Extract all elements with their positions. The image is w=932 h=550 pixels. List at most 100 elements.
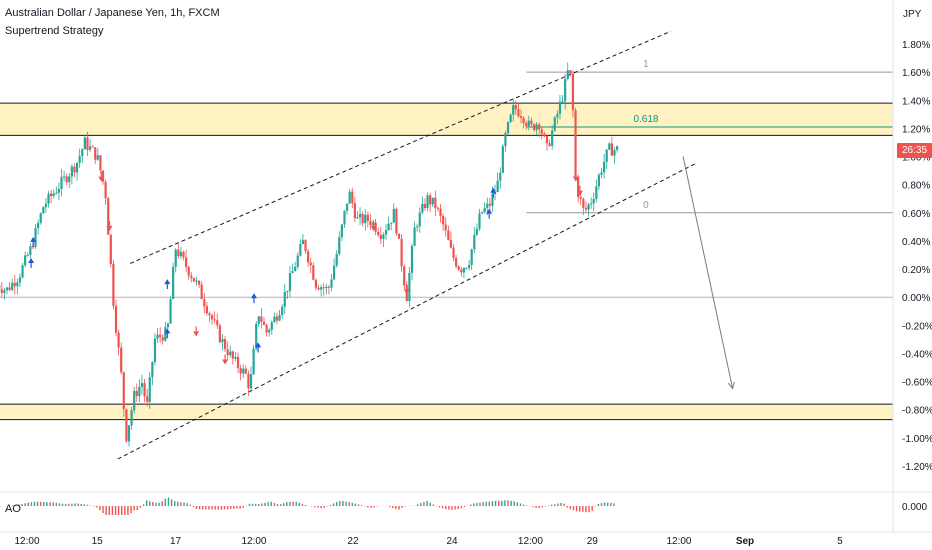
candle-body-3 [3,290,6,293]
candle-body-211 [543,133,546,137]
candle-body-34 [83,137,86,150]
candle-body-221 [569,70,572,74]
candle-body-151 [387,223,390,231]
candle-body-110 [281,306,284,316]
candle-body-24 [57,189,60,193]
candle-body-114 [291,271,294,274]
signal-arrow-6 [193,331,200,337]
candle-body-9 [18,277,22,283]
candle-body-239 [615,146,619,150]
fib-label-1: 0.618 [633,114,658,125]
candle-body-228 [587,204,590,210]
time-tick-8: 12:00 [666,536,691,547]
candle-body-17 [39,213,42,223]
candle-body-132 [338,237,341,254]
candle-body-73 [185,257,188,268]
candle-body-200 [514,105,517,110]
time-tick-9: Sep [736,536,754,547]
candle-body-186 [478,213,481,229]
candle-body-5 [8,287,11,290]
candle-body-106 [270,322,273,330]
candle-body-123 [314,279,318,288]
fib-label-2: 0 [643,200,649,211]
price-tick-7: 0.40% [902,237,930,248]
candle-body-6 [11,282,14,290]
signal-arrow-8 [250,293,257,299]
candle-body-30 [73,166,76,173]
signal-arrow-12 [486,208,493,214]
signal-arrow-4 [164,279,171,285]
price-tick-15: -1.20% [902,462,932,473]
candle-body-183 [470,249,473,265]
candle-body-38 [94,147,97,160]
candle-body-16 [37,222,40,229]
candle-body-36 [88,146,92,150]
time-tick-5: 24 [446,536,458,547]
candle-body-209 [538,124,541,130]
candle-body-39 [96,155,99,160]
candle-body-140 [358,213,362,218]
candle-body-56 [140,383,144,388]
candle-body-70 [177,249,180,257]
candle-body-113 [288,273,292,291]
candle-body-74 [187,267,190,276]
candle-body-139 [356,217,359,219]
candle-body-118 [301,240,305,245]
candle-body-236 [608,143,611,150]
candlesticks [0,62,619,447]
candle-body-127 [325,286,328,289]
candle-body-122 [312,265,315,280]
candle-body-116 [296,255,299,267]
channel-upper [129,30,671,264]
candle-body-141 [361,213,364,224]
candle-body-144 [369,220,372,226]
candle-body-135 [345,203,349,211]
candle-body-58 [146,396,149,402]
candle-body-152 [390,222,393,224]
candle-body-82 [208,313,211,316]
candle-body-225 [579,197,582,199]
candle-body-227 [584,207,588,210]
candle-body-167 [429,195,432,205]
candle-body-103 [262,321,266,325]
candle-body-173 [444,224,447,231]
candle-body-235 [605,149,608,162]
candle-body-91 [231,351,234,359]
candle-body-111 [283,291,286,307]
candle-body-10 [21,265,24,278]
candle-body-177 [455,257,458,267]
candle-body-117 [299,244,302,256]
time-tick-4: 22 [347,536,359,547]
candle-body-212 [545,136,549,144]
candle-body-102 [260,316,263,322]
projection-arrow [682,156,735,390]
price-axis: JPY 1.80% 1.60% 1.40% 1.20% 1.00% 0.80% 0.60% 0.… [892,0,932,532]
signal-arrow-5 [164,328,171,334]
candle-body-189 [486,203,489,208]
candle-body-35 [86,137,89,150]
candle-body-4 [5,287,9,291]
candle-body-232 [597,174,601,187]
awesome-oscillator [0,491,932,515]
candle-body-160 [410,245,414,273]
candle-body-188 [483,207,486,213]
zone-0 [0,103,893,136]
candle-body-196 [504,133,507,147]
fib-label-0: 1 [643,59,649,70]
signal-arrow-13 [490,187,497,193]
candle-body-33 [81,149,84,157]
candle-body-19 [44,203,48,208]
candle-body-191 [491,194,494,206]
candle-body-97 [247,373,250,389]
signal-arrow-9 [255,342,262,348]
candle-body-120 [307,251,310,263]
candle-body-143 [366,214,369,221]
candle-body-210 [540,129,543,134]
candle-body-23 [55,192,58,194]
candle-body-92 [234,357,237,359]
candle-body-61 [153,338,157,362]
candle-body-137 [351,191,354,204]
candle-body-131 [335,253,338,266]
candle-body-119 [304,240,307,252]
